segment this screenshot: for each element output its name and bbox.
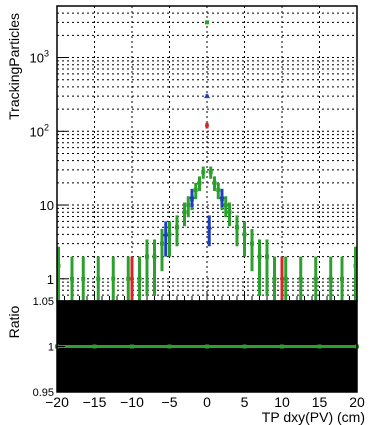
data-point: [81, 276, 86, 281]
x-tick-label: −20: [45, 394, 69, 410]
data-point: [272, 276, 277, 281]
x-tick-label: −5: [162, 394, 178, 410]
data-point: [212, 180, 217, 185]
data-point: [70, 276, 74, 281]
y-tick-label: 1: [47, 272, 54, 287]
data-point: [280, 276, 284, 281]
ratio-point: [205, 344, 209, 349]
y-tick-label: 103: [30, 49, 49, 66]
ratio-y-tick-label: 0.95: [33, 387, 54, 399]
data-point: [193, 187, 198, 192]
ratio-y-tick-label: 1: [48, 342, 54, 354]
data-point: [298, 276, 303, 281]
x-tick-label: 0: [203, 394, 211, 410]
y-axis-label: TrackingParticles: [6, 13, 22, 120]
data-point: [201, 170, 206, 175]
x-tick-label: 20: [349, 394, 365, 410]
data-point: [197, 180, 202, 185]
data-point: [152, 254, 157, 259]
data-point: [189, 193, 195, 199]
ratio-point: [242, 344, 247, 349]
x-tick-label: −10: [120, 394, 144, 410]
y-tick-label: 10: [40, 198, 54, 213]
ratio-frame: [56, 300, 358, 393]
ratio-point: [130, 344, 134, 349]
main-panel: 1 10 102 103: [30, 5, 358, 302]
data-point: [242, 232, 247, 237]
data-point: [96, 276, 101, 281]
ratio-point: [317, 344, 322, 349]
data-point: [162, 231, 169, 237]
data-point: [283, 276, 288, 281]
x-tick-label: 15: [312, 394, 328, 410]
data-point: [328, 276, 333, 281]
data-point: [126, 276, 131, 281]
ratio-panel: 0.95 1 1.05 −20 −15 −10 −5 0 5 10 15 20: [33, 296, 365, 410]
data-point: [205, 20, 209, 25]
data-point: [353, 263, 358, 268]
ratio-y-axis-label: Ratio: [6, 305, 22, 338]
data-point: [250, 241, 254, 246]
ratio-point: [92, 344, 97, 349]
data-point: [137, 276, 142, 281]
x-axis-label: TP dxy(PV) (cm): [262, 409, 365, 425]
x-tick-label: 10: [274, 394, 290, 410]
data-point: [227, 210, 232, 215]
data-point: [223, 203, 228, 208]
ratio-y-tick-label: 1.05: [33, 296, 54, 308]
ratio-point: [167, 344, 172, 349]
data-point: [145, 254, 149, 259]
data-point: [56, 263, 61, 268]
data-point: [175, 225, 179, 230]
data-point: [257, 254, 262, 259]
data-point: [265, 254, 269, 259]
data-point: [204, 93, 210, 99]
data-point: [130, 276, 134, 281]
data-point: [208, 170, 213, 175]
data-point: [235, 225, 239, 230]
ratio-point: [280, 344, 284, 349]
data-point: [186, 203, 191, 208]
data-point: [216, 187, 221, 192]
data-point: [313, 276, 318, 281]
y-tick-label: 102: [30, 122, 49, 139]
data-point: [206, 224, 213, 230]
data-point: [111, 276, 116, 281]
data-point: [167, 232, 172, 237]
data-point: [219, 193, 225, 199]
data-point: [340, 276, 344, 281]
data-point: [160, 241, 164, 246]
x-tick-label: −15: [83, 394, 107, 410]
x-tick-label: 5: [241, 394, 249, 410]
data-point: [182, 210, 187, 215]
data-point: [205, 123, 209, 128]
